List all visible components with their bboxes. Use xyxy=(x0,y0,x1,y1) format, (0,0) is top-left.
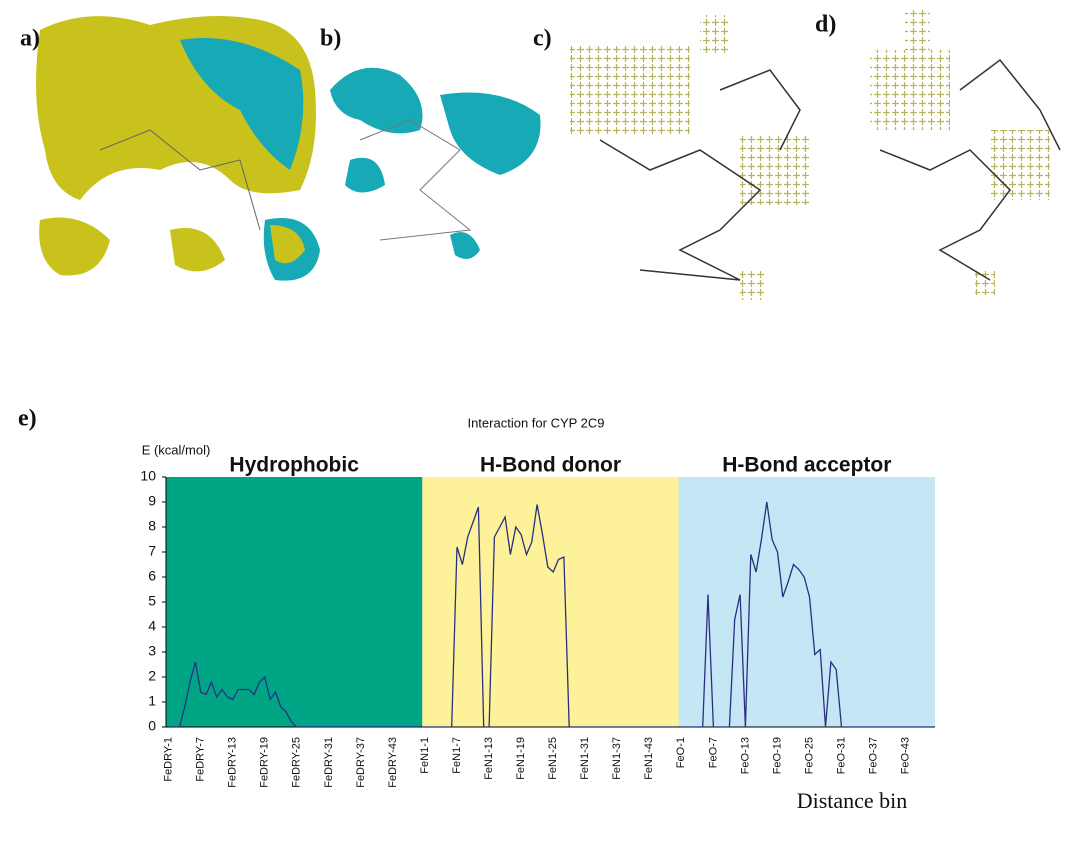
x-tick-label: FeO-37 xyxy=(867,737,879,774)
region xyxy=(166,477,422,727)
region-label: Hydrophobic xyxy=(229,454,359,477)
x-tick-label: FeN1-13 xyxy=(483,737,495,780)
plot: Hydrophobic FeDRY-1 FeDRY-7 FeDRY-13 FeDRY-1… xyxy=(140,454,935,788)
x-tick-label: FeN1-43 xyxy=(643,737,655,780)
x-tick-label: FeO-13 xyxy=(739,737,751,774)
x-tick-label: FeO-25 xyxy=(803,737,815,774)
figure: a) b) c) d) e) Interaction for CYP 2C9 E… xyxy=(0,0,1081,844)
region-label: H-Bond acceptor xyxy=(722,454,891,477)
x-tick-label: FeDRY-43 xyxy=(387,737,399,788)
y-tick-label: 7 xyxy=(148,543,156,559)
y-tick-label: 0 xyxy=(148,718,156,734)
y-tick-label: 2 xyxy=(148,668,156,684)
panel-label: d) xyxy=(815,12,836,38)
panel-label: e) xyxy=(18,406,37,432)
panel-c-image xyxy=(570,15,810,300)
x-tick-label: FeDRY-31 xyxy=(323,737,335,788)
region xyxy=(679,477,935,727)
x-tick-label: FeN1-25 xyxy=(547,737,559,780)
x-tick-label: FeDRY-13 xyxy=(227,737,239,788)
y-tick-label: 9 xyxy=(148,493,156,509)
panel-d-image xyxy=(870,10,1060,295)
x-tick-label: FeDRY-1 xyxy=(163,737,175,782)
y-tick-label: 8 xyxy=(148,518,156,534)
x-axis-label: Distance bin xyxy=(797,788,908,813)
x-tick-label: FeN1-1 xyxy=(419,737,431,774)
chart-title: Interaction for CYP 2C9 xyxy=(467,415,604,430)
panel-label: b) xyxy=(320,26,341,52)
x-tick-label: FeDRY-7 xyxy=(195,737,207,782)
panel-label: c) xyxy=(533,26,552,52)
x-tick-label: FeN1-19 xyxy=(515,737,527,780)
x-tick-label: FeN1-7 xyxy=(451,737,463,774)
x-tick-label: FeN1-37 xyxy=(611,737,623,780)
y-tick-label: 5 xyxy=(148,593,156,609)
region xyxy=(422,477,678,727)
y-tick-label: 3 xyxy=(148,643,156,659)
x-tick-label: FeO-1 xyxy=(675,737,687,768)
panel-label: a) xyxy=(20,26,40,52)
x-tick-label: FeO-19 xyxy=(771,737,783,774)
y-tick-label: 6 xyxy=(148,568,156,584)
x-tick-label: FeO-31 xyxy=(835,737,847,774)
panel-a-image xyxy=(36,16,320,281)
x-tick-label: FeN1-31 xyxy=(579,737,591,780)
y-axis-label: E (kcal/mol) xyxy=(142,442,211,457)
x-tick-label: FeDRY-25 xyxy=(291,737,303,788)
x-tick-label: FeO-43 xyxy=(900,737,912,774)
region-label: H-Bond donor xyxy=(480,454,621,477)
x-tick-label: FeO-7 xyxy=(707,737,719,768)
y-tick-label: 4 xyxy=(148,618,156,634)
x-tick-label: FeDRY-37 xyxy=(355,737,367,788)
y-tick-label: 1 xyxy=(148,693,156,709)
y-tick-label: 10 xyxy=(140,468,156,484)
panel-b-image xyxy=(330,68,541,259)
x-tick-label: FeDRY-19 xyxy=(259,737,271,788)
